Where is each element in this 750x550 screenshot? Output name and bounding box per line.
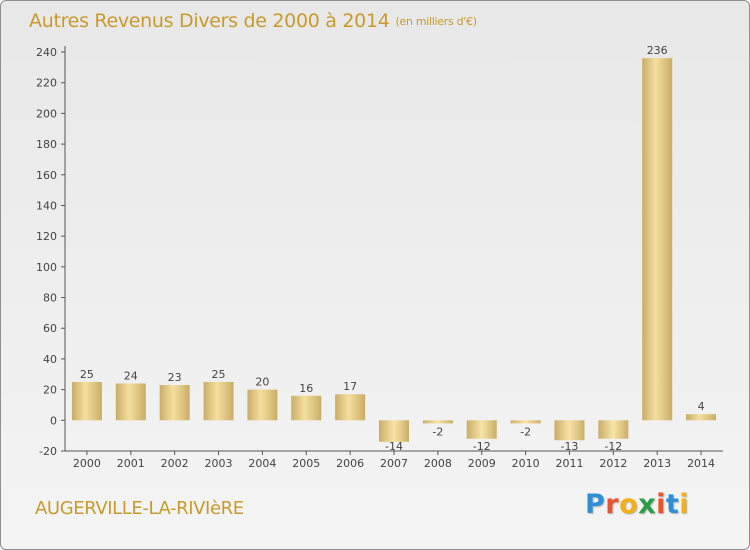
logo-letter: r	[605, 489, 620, 520]
axes: -200204060801001201401601802002202402000…	[36, 46, 723, 470]
y-tick-label: 80	[43, 292, 57, 305]
data-label-2005: 16	[299, 382, 313, 395]
x-tick-label: 2010	[512, 457, 540, 470]
data-label-2002: 23	[168, 371, 182, 384]
x-tick-label: 2008	[424, 457, 452, 470]
y-tick-label: 140	[36, 199, 57, 212]
data-label-2006: 17	[343, 380, 357, 393]
y-tick-label: 0	[50, 414, 57, 427]
bar-2001	[115, 383, 146, 421]
data-label-2011: -13	[560, 440, 578, 453]
x-tick-label: 2011	[555, 457, 583, 470]
logo-letter: P	[585, 489, 606, 520]
bar-2013	[642, 58, 673, 421]
x-tick-label: 2002	[161, 457, 189, 470]
y-tick-label: 40	[43, 353, 57, 366]
y-tick-label: 200	[36, 107, 57, 120]
y-tick-label: 20	[43, 384, 57, 397]
y-tick-label: 180	[36, 138, 57, 151]
data-labels-group: 25 24 23 25 20 16 17 -14 -2 -12 -2 -13 -12 236 4	[80, 44, 705, 453]
bar-2006	[335, 394, 366, 421]
x-tick-label: 2006	[336, 457, 364, 470]
data-label-2001: 24	[124, 369, 138, 382]
bars-group	[71, 58, 717, 442]
commune-name: AUGERVILLE-LA-RIVIèRE	[35, 498, 244, 519]
data-label-2000: 25	[80, 368, 94, 381]
x-tick-label: 2004	[248, 457, 276, 470]
bar-2003	[203, 381, 234, 421]
bar-2011	[554, 420, 585, 441]
y-tick-label: 100	[36, 261, 57, 274]
bar-2012	[598, 420, 629, 439]
logo-letter: i	[656, 489, 666, 520]
logo-letter: o	[619, 489, 639, 520]
bar-2009	[466, 420, 497, 439]
proxiti-logo: Proxiti	[585, 489, 689, 520]
y-tick-label: 60	[43, 322, 57, 335]
y-tick-label: 120	[36, 230, 57, 243]
x-tick-label: 2007	[380, 457, 408, 470]
x-tick-label: 2009	[468, 457, 496, 470]
data-label-2014: 4	[698, 400, 705, 413]
bar-2008	[422, 420, 453, 424]
data-label-2010: -2	[520, 425, 531, 438]
chart-subtitle: (en milliers d'€)	[395, 15, 477, 28]
x-tick-label: 2001	[117, 457, 145, 470]
x-tick-label: 2000	[73, 457, 101, 470]
bar-2002	[159, 385, 190, 421]
data-label-2013: 236	[647, 44, 668, 57]
bar-2014	[686, 414, 717, 421]
x-tick-label: 2014	[687, 457, 715, 470]
bar-2004	[247, 389, 278, 421]
x-tick-label: 2005	[292, 457, 320, 470]
data-label-2008: -2	[432, 425, 443, 438]
chart-title: Autres Revenus Divers de 2000 à 2014 (en …	[29, 10, 477, 32]
y-tick-label: 160	[36, 169, 57, 182]
chart-title-text: Autres Revenus Divers de 2000 à 2014	[29, 10, 390, 32]
y-tick-label: 220	[36, 77, 57, 90]
data-label-2003: 25	[212, 368, 226, 381]
bar-2000	[71, 381, 102, 421]
y-tick-label: -20	[39, 445, 57, 458]
x-tick-label: 2013	[643, 457, 671, 470]
bar-2005	[291, 395, 322, 421]
y-tick-label: 240	[36, 46, 57, 59]
data-label-2012: -12	[604, 440, 622, 453]
data-label-2007: -14	[385, 440, 403, 453]
logo-letter: i	[679, 489, 690, 520]
x-tick-label: 2012	[599, 457, 627, 470]
logo-letter: t	[665, 489, 680, 520]
data-label-2004: 20	[255, 376, 269, 389]
bar-2007	[379, 420, 409, 442]
data-label-2009: -12	[473, 440, 491, 453]
x-tick-label: 2003	[205, 457, 233, 470]
bar-2010	[510, 420, 541, 424]
logo-letter: x	[638, 489, 657, 520]
